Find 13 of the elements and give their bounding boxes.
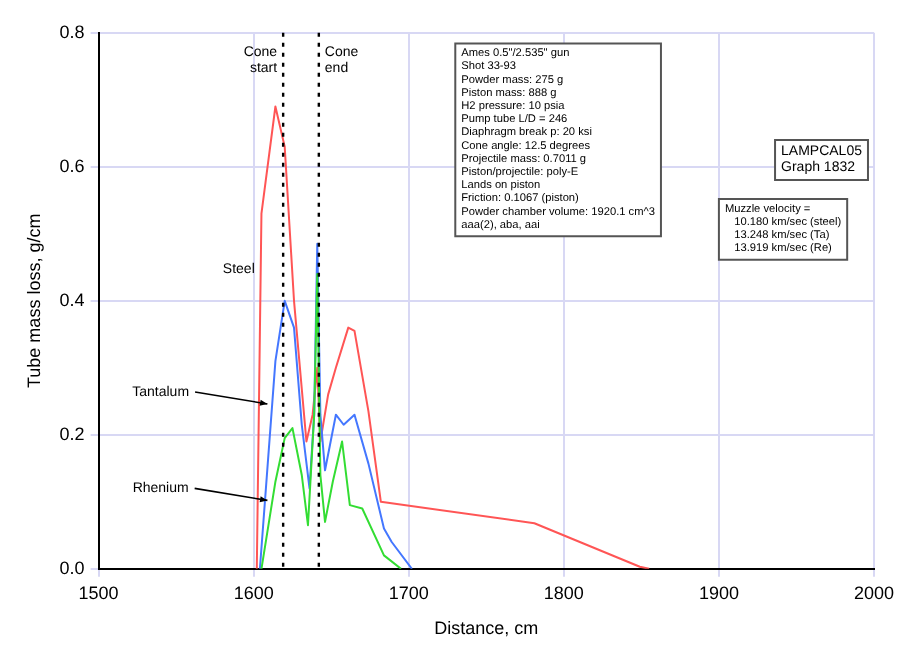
x-tick-label: 2000 <box>853 582 895 603</box>
y-tick-label: 0.8 <box>59 21 85 42</box>
x-tick-label: 1900 <box>698 582 739 603</box>
y-tick-label: 0.6 <box>59 155 85 176</box>
x-axis-title: Distance, cm <box>434 618 539 639</box>
x-tick-label: 1700 <box>388 582 429 603</box>
x-tick-label: 1600 <box>233 582 274 603</box>
y-tick-label: 0.4 <box>59 289 85 310</box>
x-tick-label: 1500 <box>78 582 119 603</box>
y-tick-label: 0.0 <box>59 557 85 578</box>
y-axis-title: Tube mass loss, g/cm <box>23 213 44 388</box>
x-tick-label: 1800 <box>543 582 584 603</box>
y-tick-label: 0.2 <box>59 423 85 444</box>
